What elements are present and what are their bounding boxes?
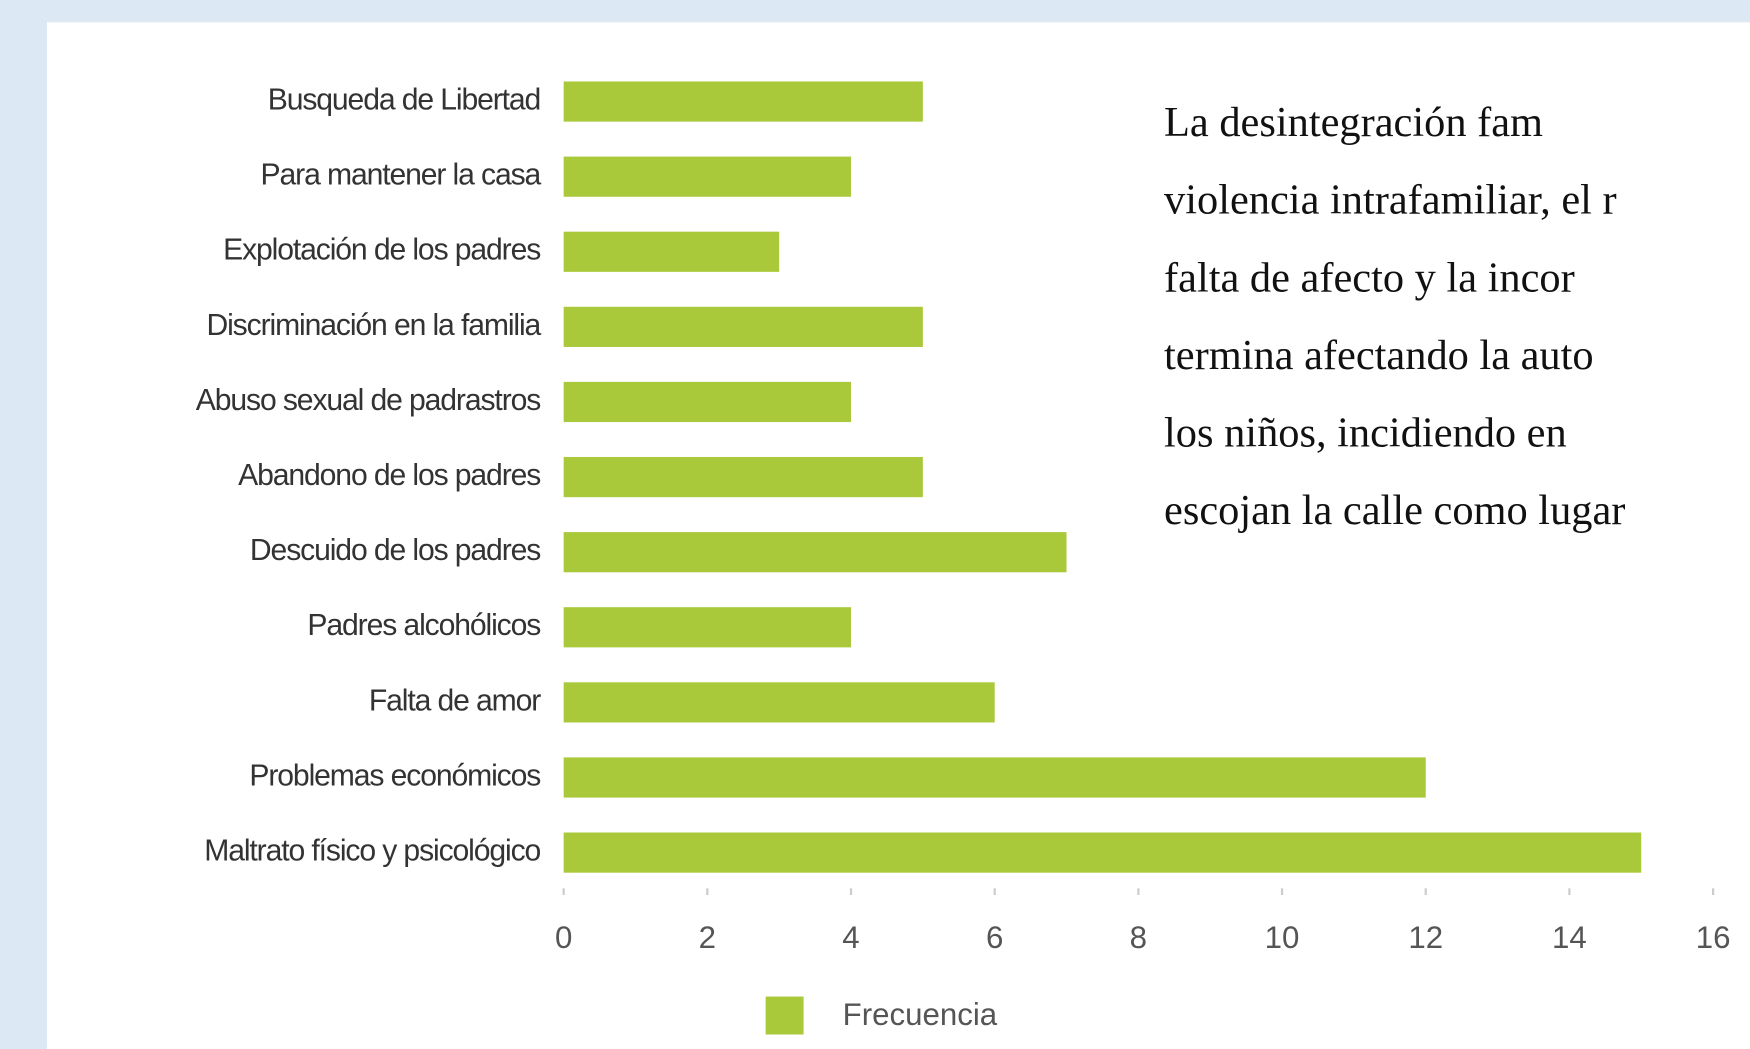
bar bbox=[563, 832, 1642, 873]
y-tick-label: Explotación de los padres bbox=[223, 234, 540, 267]
x-tick-label: 14 bbox=[1552, 920, 1587, 955]
x-tick-label: 0 bbox=[555, 920, 572, 955]
bar bbox=[563, 306, 923, 347]
paragraph-line: termina afectando la auto bbox=[1164, 332, 1594, 379]
y-tick-label: Discriminación en la familia bbox=[206, 309, 541, 342]
bar bbox=[563, 456, 923, 498]
paragraph-line: falta de afecto y la incor bbox=[1164, 254, 1575, 301]
bar bbox=[563, 607, 852, 648]
y-tick-label: Problemas económicos bbox=[249, 759, 540, 792]
paragraph-line: los niños, incidiendo en bbox=[1164, 409, 1567, 456]
bar bbox=[563, 81, 923, 122]
y-tick-label: Padres alcohólicos bbox=[307, 609, 540, 642]
y-tick-label: Busqueda de Libertad bbox=[268, 84, 540, 117]
paragraph-line: escojan la calle como lugar bbox=[1164, 487, 1625, 534]
x-tick-label: 10 bbox=[1265, 920, 1300, 955]
y-tick-label: Abandono de los padres bbox=[238, 459, 540, 492]
x-tick-label: 8 bbox=[1130, 920, 1147, 955]
legend-label: Frecuencia bbox=[843, 997, 998, 1032]
x-tick-label: 12 bbox=[1408, 920, 1443, 955]
x-tick-label: 16 bbox=[1696, 920, 1731, 955]
y-tick-label: Maltrato físico y psicológico bbox=[204, 835, 540, 868]
x-tick-label: 4 bbox=[842, 920, 859, 955]
bar bbox=[563, 381, 852, 423]
y-tick-label: Abuso sexual de padrastros bbox=[196, 384, 540, 417]
paragraph-line: La desintegración fam bbox=[1164, 99, 1543, 146]
y-tick-label: Falta de amor bbox=[369, 684, 541, 717]
bar bbox=[563, 156, 852, 197]
bar bbox=[563, 532, 1067, 573]
bar bbox=[563, 682, 995, 723]
y-tick-label: Para mantener la casa bbox=[261, 159, 542, 192]
bar bbox=[563, 231, 780, 272]
y-tick-label: Descuido de los padres bbox=[250, 534, 540, 567]
bar bbox=[563, 757, 1426, 798]
legend-swatch bbox=[765, 996, 804, 1035]
x-tick-label: 6 bbox=[986, 920, 1003, 955]
x-tick-label: 2 bbox=[699, 920, 716, 955]
paragraph-line: violencia intrafamiliar, el r bbox=[1164, 177, 1617, 224]
